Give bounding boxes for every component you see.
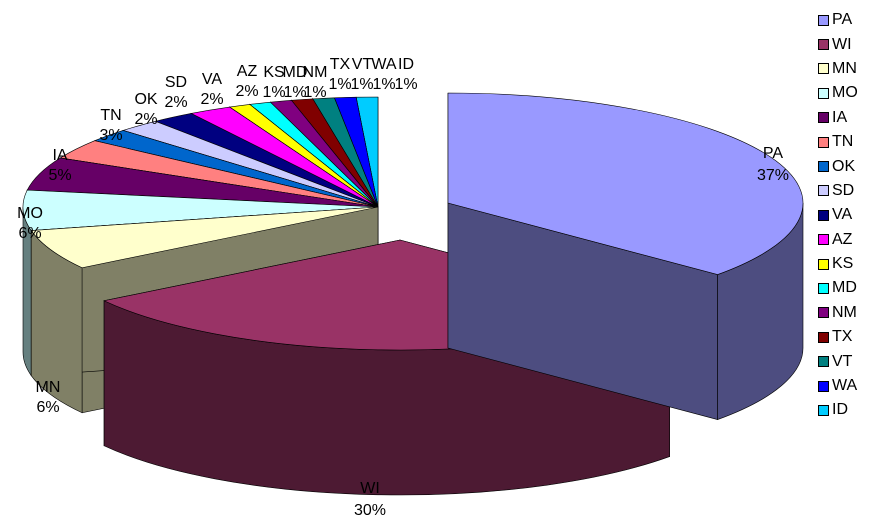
legend-item-tn: TN — [818, 130, 858, 154]
data-label-pct-mo: 6% — [18, 225, 41, 242]
legend-swatch — [818, 136, 829, 148]
data-label-pct-tn: 3% — [99, 127, 122, 144]
legend-label: SD — [832, 181, 855, 199]
legend-swatch — [818, 331, 829, 343]
legend-swatch — [818, 404, 829, 416]
legend-label: NM — [832, 303, 857, 321]
data-label-pa: PA — [763, 145, 783, 162]
legend-item-vt: VT — [818, 349, 858, 373]
legend-label: AZ — [832, 230, 853, 248]
data-label-pct-ks: 1% — [262, 84, 285, 101]
legend-item-mn: MN — [818, 57, 858, 81]
legend-item-nm: NM — [818, 301, 858, 325]
data-label-pct-mn: 6% — [36, 399, 59, 416]
legend-swatch — [818, 112, 829, 124]
legend-item-wi: WI — [818, 32, 858, 56]
legend-swatch — [818, 87, 829, 99]
data-label-pct-nm: 1% — [303, 84, 326, 101]
legend-label: WA — [832, 377, 858, 395]
data-label-id: ID — [398, 56, 414, 73]
data-label-md: MD — [283, 64, 308, 81]
data-label-ok: OK — [134, 91, 157, 108]
legend-item-va: VA — [818, 203, 858, 227]
pie-slice-pa — [447, 92, 804, 420]
data-label-tx: TX — [330, 56, 351, 73]
legend-label: MD — [832, 279, 857, 297]
legend-swatch — [818, 185, 829, 197]
legend-item-mo: MO — [818, 81, 858, 105]
legend-label: ID — [832, 401, 848, 419]
legend-item-ia: IA — [818, 106, 858, 130]
legend-swatch — [818, 307, 829, 319]
data-label-ks: KS — [263, 64, 284, 81]
legend-item-ok: OK — [818, 154, 858, 178]
data-label-va: VA — [202, 71, 222, 88]
data-label-pct-sd: 2% — [164, 94, 187, 111]
data-label-pct-va: 2% — [200, 91, 223, 108]
legend-swatch — [818, 209, 829, 221]
legend-item-sd: SD — [818, 179, 858, 203]
legend-swatch — [818, 380, 829, 392]
legend-item-ks: KS — [818, 252, 858, 276]
legend-swatch — [818, 234, 829, 246]
data-label-az: AZ — [237, 63, 258, 80]
legend-item-tx: TX — [818, 325, 858, 349]
legend-label: TN — [832, 133, 854, 151]
legend-item-wa: WA — [818, 374, 858, 398]
data-label-mo: MO — [17, 205, 43, 222]
data-label-nm: NM — [303, 64, 328, 81]
data-label-pct-ia: 5% — [48, 167, 71, 184]
data-label-vt: VT — [352, 56, 373, 73]
legend-label: MO — [832, 84, 858, 102]
legend-label: PA — [832, 11, 853, 29]
legend-label: VT — [832, 352, 853, 370]
data-label-pct-az: 2% — [235, 83, 258, 100]
legend-item-id: ID — [818, 398, 858, 422]
legend-label: IA — [832, 108, 848, 126]
legend-item-az: AZ — [818, 228, 858, 252]
data-label-pct-id: 1% — [394, 76, 417, 93]
legend-swatch — [818, 282, 829, 294]
legend-label: MN — [832, 59, 857, 77]
data-label-pct-vt: 1% — [350, 76, 373, 93]
legend-label: TX — [832, 328, 853, 346]
legend-swatch — [818, 161, 829, 173]
data-label-pct-tx: 1% — [328, 76, 351, 93]
legend-label: KS — [832, 255, 854, 273]
data-label-tn: TN — [100, 107, 121, 124]
data-label-pct-wi: 30% — [354, 502, 386, 519]
data-label-wi: WI — [360, 480, 380, 497]
data-label-wa: WA — [371, 56, 397, 73]
legend-swatch — [818, 356, 829, 368]
data-label-ia: IA — [52, 147, 67, 164]
legend-item-pa: PA — [818, 8, 858, 32]
data-label-pct-ok: 2% — [134, 111, 157, 128]
legend-swatch — [818, 14, 829, 26]
legend-item-md: MD — [818, 276, 858, 300]
chart-legend: PA WI MN MO IA TN OK SD VA AZ KS MD NM TX VT WA ID — [818, 8, 858, 423]
legend-label: VA — [832, 206, 853, 224]
data-label-pct-wa: 1% — [372, 76, 395, 93]
legend-label: WI — [832, 35, 852, 53]
legend-swatch — [818, 63, 829, 75]
legend-swatch — [818, 39, 829, 51]
data-label-pct-pa: 37% — [757, 167, 789, 184]
legend-label: OK — [832, 157, 856, 175]
data-label-sd: SD — [165, 74, 187, 91]
legend-swatch — [818, 258, 829, 270]
data-label-mn: MN — [36, 379, 61, 396]
data-label-pct-md: 1% — [283, 84, 306, 101]
